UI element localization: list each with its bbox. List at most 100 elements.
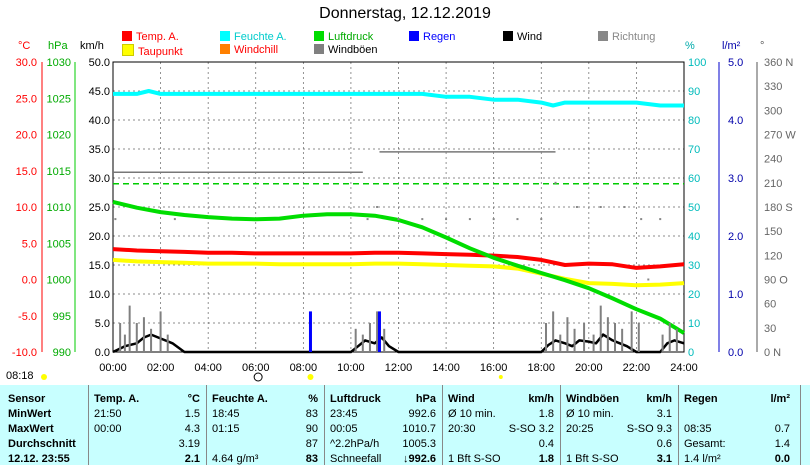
legend-swatch [503, 31, 513, 41]
stats-gusts: Windböen km/h Ø 10 min. 3.1 20:25 S-SO 9.3 0.6… [564, 391, 674, 466]
point-direction [445, 218, 448, 221]
rain-tick-label: 5.0 [728, 57, 743, 69]
humidity-tick-label: 70 [688, 144, 700, 156]
bar-windben [606, 317, 609, 352]
stats-cell [446, 436, 505, 451]
bar-windben [545, 323, 548, 352]
moon-marker [253, 372, 263, 382]
stats-row: 2.1 [92, 451, 202, 466]
humidity-tick-label: 80 [688, 115, 700, 127]
bar-windben [583, 323, 586, 352]
stats-cell: 90 [305, 422, 318, 435]
stats-cell: 00:00 [94, 422, 122, 435]
direction-tick-label: 330 [764, 81, 782, 93]
stats-row: 18:45 83 [210, 406, 320, 421]
stats-cell [682, 406, 755, 421]
legend-swatch [122, 31, 132, 41]
bar-windben [573, 328, 576, 352]
stats-cell: 01:15 [212, 422, 240, 435]
pressure-tick-label: 1000 [47, 275, 71, 287]
stats-cell: 83 [305, 407, 318, 420]
direction-tick-label: 30 [764, 323, 776, 335]
rain-tick-label: 1.0 [728, 289, 743, 301]
stats-cell: 18:45 [212, 407, 240, 420]
pressure-tick-label: 990 [53, 347, 71, 359]
temp-unit: °C [18, 40, 31, 52]
point-direction [114, 218, 117, 221]
stats-row: 00:05 1010.7 [328, 421, 438, 436]
bar-windben [128, 305, 131, 352]
wind-tick-label: 0.0 [95, 347, 110, 359]
legend-swatch [220, 44, 230, 54]
bar-windben [376, 311, 379, 352]
stats-row: Regen l/m² [682, 391, 792, 406]
stats-cell [92, 451, 165, 466]
bar-windben [368, 323, 371, 352]
stats-cell: 83 [305, 452, 318, 465]
bar-windben [119, 323, 122, 352]
point-direction [397, 218, 400, 221]
x-tick-label: 12:00 [385, 362, 413, 374]
wind-unit: km/h [80, 40, 104, 52]
stats-cell: 23:45 [330, 407, 358, 420]
temp-tick-label: 15.0 [16, 166, 37, 178]
stats-cell: 1.4 l/m² [684, 452, 721, 465]
stats-cell: 2.1 [184, 452, 200, 465]
stats-cell: hPa [415, 392, 436, 405]
legend-swatch [122, 44, 134, 56]
stats-cell: 1.5 [184, 407, 200, 420]
humidity-unit: % [685, 40, 695, 52]
stats-row: ^2.2hPa/h 1005.3 [328, 436, 438, 451]
pressure-unit: hPa [48, 40, 68, 52]
bar-windben [592, 334, 595, 352]
point-direction [421, 218, 424, 221]
legend-wind: Wind [503, 31, 542, 43]
stats-row: Gesamt: 1.4 [682, 436, 792, 451]
stats-cell: Luftdruck [330, 392, 381, 405]
direction-tick-label: 360 N [764, 57, 793, 69]
humidity-tick-label: 100 [688, 57, 706, 69]
pressure-tick-label: 1020 [47, 130, 71, 142]
temp-tick-label: 0.0 [22, 275, 37, 287]
stats-cell: 1 Bft S-SO [566, 452, 619, 465]
humidity-tick-label: 0 [688, 347, 694, 359]
stats-cell [92, 436, 165, 451]
stats-row: 01:15 90 [210, 421, 320, 436]
current-time: 08:18 [6, 370, 34, 382]
stats-wind: Wind km/h Ø 10 min. 1.8 20:30 S-SO 3.2 0.4 1 Bf… [446, 391, 556, 466]
legend-temp: Temp. A. [122, 31, 179, 43]
point-direction [659, 218, 662, 221]
temp-tick-label: -10.0 [12, 347, 37, 359]
humidity-tick-label: 30 [688, 260, 700, 272]
wind-tick-label: 20.0 [89, 231, 110, 243]
stats-row: MinWert [6, 406, 78, 421]
legend-swatch [220, 31, 230, 41]
rain-tick-label: 4.0 [728, 115, 743, 127]
x-tick-label: 16:00 [480, 362, 508, 374]
point-direction [640, 218, 643, 221]
wind-tick-label: 15.0 [89, 260, 110, 272]
humidity-tick-label: 50 [688, 202, 700, 214]
legend-direction: Richtung [598, 31, 655, 43]
pressure-tick-label: 1005 [47, 238, 71, 250]
stats-cell: 0.0 [774, 452, 790, 465]
point-direction [173, 218, 176, 221]
temp-tick-label: 5.0 [22, 238, 37, 250]
stats-cell: Windböen [566, 392, 620, 405]
bar-windben [159, 311, 162, 352]
bar-windben [661, 334, 664, 352]
stats-cell: 1.4 [774, 437, 790, 450]
bar-windben [150, 328, 153, 352]
stats-row: Ø 10 min. 3.1 [564, 406, 674, 421]
stats-cell: 0.7 [774, 422, 790, 435]
direction-tick-label: 0 N [764, 347, 781, 359]
stats-row-label: 12.12. 23:55 [8, 452, 70, 465]
sun-marker [41, 374, 47, 380]
x-tick-label: 10:00 [337, 362, 365, 374]
stats-row: Feuchte A.% [210, 391, 320, 406]
stats-row [682, 406, 792, 421]
x-tick-label: 00:00 [99, 362, 127, 374]
stats-cell: 20:25 [566, 422, 594, 435]
bar-windben [354, 328, 357, 352]
temp-tick-label: -5.0 [18, 311, 37, 323]
